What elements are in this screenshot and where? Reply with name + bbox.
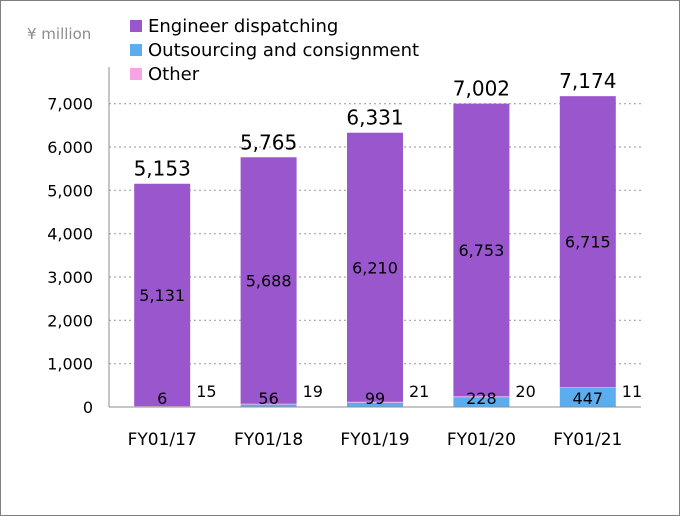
y-tick-label: 3,000 — [47, 268, 93, 287]
legend-swatch — [130, 20, 142, 32]
y-tick-label: 4,000 — [47, 225, 93, 244]
bar-segment — [347, 401, 403, 403]
bar-total-label: 7,002 — [453, 77, 510, 101]
bar-value-label: 21 — [409, 382, 429, 401]
legend-swatch — [130, 68, 142, 80]
bar-value-label: 5,688 — [246, 272, 292, 291]
bar-segment — [347, 132, 403, 402]
bar-segment — [453, 103, 510, 397]
legend-label: Outsourcing and consignment — [148, 40, 419, 61]
y-tick-label: 1,000 — [47, 355, 93, 374]
bar-value-label: 228 — [466, 389, 497, 408]
bars: 5,153 5,131 6 15 5,765 5,688 56 19 6,331 6,210 99 2… — [134, 69, 643, 408]
bar-total-label: 5,153 — [134, 157, 191, 181]
y-tick-label: 6,000 — [47, 138, 93, 157]
bar-segment — [134, 183, 191, 407]
bar-segment — [240, 157, 297, 404]
x-tick-label: FY01/21 — [553, 430, 622, 450]
bar-segment — [453, 396, 510, 398]
bar-value-label: 99 — [365, 389, 385, 408]
bar-segment — [559, 387, 616, 407]
bar-segment — [240, 403, 297, 405]
bar-value-label: 5,131 — [139, 286, 185, 305]
bar-segment — [347, 402, 403, 407]
bar-total-label: 6,331 — [346, 106, 403, 130]
x-tick-label: FY01/17 — [128, 430, 197, 450]
unit-label: ¥ million — [27, 25, 91, 43]
bar-total-label: 7,174 — [559, 69, 616, 93]
bar-segment — [559, 96, 616, 388]
y-tick-label: 0 — [83, 398, 93, 417]
legend-label: Other — [148, 64, 200, 85]
bar-value-label: 6 — [157, 389, 167, 408]
x-tick-label: FY01/19 — [340, 430, 409, 450]
bar-value-label: 11 — [622, 382, 642, 401]
y-axis: 0 1,000 2,000 3,000 4,000 5,000 6,000 7,000 — [47, 67, 110, 417]
bar-segment — [453, 397, 510, 407]
bar-value-label: 19 — [303, 382, 323, 401]
bar-value-label: 6,210 — [352, 258, 398, 277]
legend-label: Engineer dispatching — [148, 16, 338, 37]
bar-value-label: 56 — [258, 389, 278, 408]
x-axis: FY01/17 FY01/18 FY01/19 FY01/20 FY01/21 — [109, 406, 641, 450]
x-tick-label: FY01/18 — [234, 430, 303, 450]
bar-value-label: 6,753 — [458, 241, 504, 260]
bar-segment — [559, 387, 616, 388]
bar-value-label: 6,715 — [565, 233, 611, 252]
bar-value-label: 15 — [196, 382, 216, 401]
bar-total-label: 5,765 — [240, 130, 297, 154]
x-tick-label: FY01/20 — [447, 430, 516, 450]
bar-segment — [134, 406, 191, 407]
legend-swatch — [130, 44, 142, 56]
y-tick-label: 2,000 — [47, 311, 93, 330]
bar-segment — [240, 404, 297, 407]
y-tick-label: 5,000 — [47, 181, 93, 200]
legend: Engineer dispatching Outsourcing and cons… — [130, 16, 419, 85]
bar-value-label: 447 — [573, 389, 604, 408]
bar-value-label: 20 — [515, 382, 535, 401]
y-tick-label: 7,000 — [47, 95, 93, 114]
